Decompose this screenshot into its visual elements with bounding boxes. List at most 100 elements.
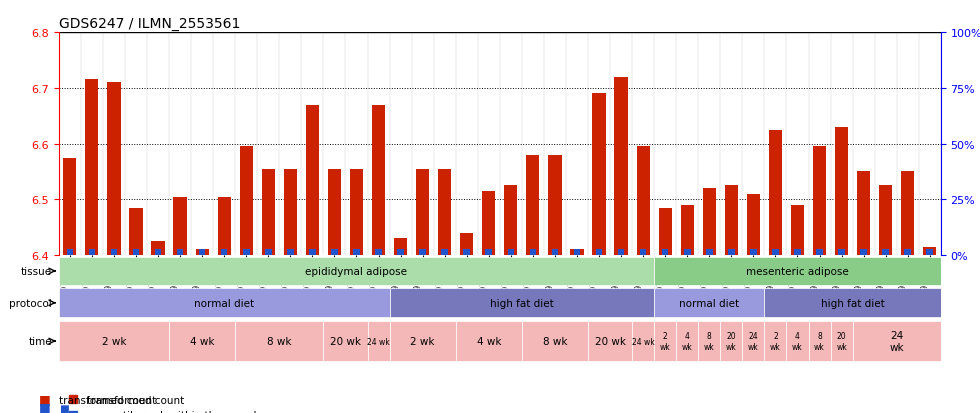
Bar: [902, 172, 914, 255]
Text: 2 wk: 2 wk: [411, 336, 435, 346]
Bar: [199, 250, 206, 255]
Bar: [684, 250, 691, 255]
Bar: [63, 158, 76, 255]
Text: 24
wk: 24 wk: [748, 332, 759, 351]
Bar: [368, 321, 390, 361]
Bar: [858, 172, 870, 255]
Bar: [522, 321, 588, 361]
Bar: [173, 197, 186, 255]
Bar: [882, 250, 889, 255]
Bar: [632, 321, 655, 361]
Bar: [728, 250, 735, 255]
Bar: [176, 250, 183, 255]
Bar: [573, 250, 580, 255]
Text: high fat diet: high fat diet: [490, 298, 554, 308]
Bar: [508, 250, 514, 255]
Text: 8
wk: 8 wk: [704, 332, 714, 351]
Text: 2
wk: 2 wk: [660, 332, 670, 351]
Bar: [67, 250, 74, 255]
Bar: [552, 250, 559, 255]
Bar: [59, 289, 390, 317]
Bar: [372, 105, 385, 255]
Bar: [107, 83, 121, 255]
Bar: [835, 128, 849, 255]
Bar: [725, 186, 738, 255]
Bar: [218, 197, 231, 255]
Text: high fat diet: high fat diet: [820, 298, 885, 308]
Bar: [331, 250, 338, 255]
Bar: [706, 250, 712, 255]
Bar: [791, 205, 805, 255]
Bar: [59, 257, 655, 286]
Bar: [860, 250, 867, 255]
Bar: [235, 321, 323, 361]
Bar: [461, 233, 473, 255]
Bar: [659, 208, 672, 255]
Bar: [743, 321, 764, 361]
Text: 4
wk: 4 wk: [792, 332, 803, 351]
Bar: [698, 321, 720, 361]
Text: transformed count: transformed count: [59, 395, 156, 405]
Bar: [155, 250, 162, 255]
Bar: [59, 321, 169, 361]
Bar: [323, 321, 368, 361]
Text: 8
wk: 8 wk: [814, 332, 825, 351]
Bar: [703, 189, 716, 255]
Bar: [614, 78, 628, 255]
Bar: [926, 250, 933, 255]
Bar: [390, 289, 655, 317]
Bar: [441, 250, 448, 255]
Text: time: time: [28, 336, 52, 346]
Legend: transformed count, percentile rank within the sample: transformed count, percentile rank withi…: [64, 391, 267, 413]
Text: 20 wk: 20 wk: [330, 336, 361, 346]
Bar: [306, 105, 319, 255]
Bar: [464, 250, 470, 255]
Bar: [265, 250, 271, 255]
Text: mesenteric adipose: mesenteric adipose: [746, 266, 849, 276]
Bar: [416, 169, 429, 255]
Bar: [485, 250, 492, 255]
Bar: [640, 250, 647, 255]
Bar: [655, 289, 764, 317]
Text: normal diet: normal diet: [194, 298, 254, 308]
Bar: [879, 186, 893, 255]
Text: 4 wk: 4 wk: [476, 336, 501, 346]
Bar: [764, 289, 941, 317]
Bar: [438, 169, 451, 255]
Bar: [243, 250, 250, 255]
Text: ■: ■: [59, 403, 69, 413]
Bar: [676, 321, 698, 361]
Bar: [813, 147, 826, 255]
Text: 8 wk: 8 wk: [267, 336, 292, 346]
Bar: [390, 321, 456, 361]
Bar: [85, 80, 98, 255]
Bar: [570, 250, 584, 255]
Bar: [394, 239, 408, 255]
Bar: [169, 321, 235, 361]
Bar: [592, 94, 606, 255]
Bar: [375, 250, 382, 255]
Bar: [655, 321, 676, 361]
Bar: [287, 250, 294, 255]
Bar: [196, 250, 209, 255]
Bar: [456, 321, 521, 361]
Bar: [526, 155, 540, 255]
Bar: [838, 250, 845, 255]
Bar: [111, 250, 118, 255]
Bar: [262, 169, 274, 255]
Text: 20
wk: 20 wk: [726, 332, 737, 351]
Text: 20 wk: 20 wk: [595, 336, 625, 346]
Bar: [353, 250, 360, 255]
Bar: [529, 250, 536, 255]
Bar: [853, 321, 941, 361]
Bar: [750, 250, 757, 255]
Text: tissue: tissue: [21, 266, 52, 276]
Text: ■: ■: [39, 392, 51, 405]
Text: 4 wk: 4 wk: [190, 336, 215, 346]
Text: 20
wk: 20 wk: [836, 332, 847, 351]
Bar: [808, 321, 831, 361]
Bar: [482, 192, 495, 255]
Bar: [419, 250, 426, 255]
Bar: [397, 250, 404, 255]
Bar: [132, 250, 139, 255]
